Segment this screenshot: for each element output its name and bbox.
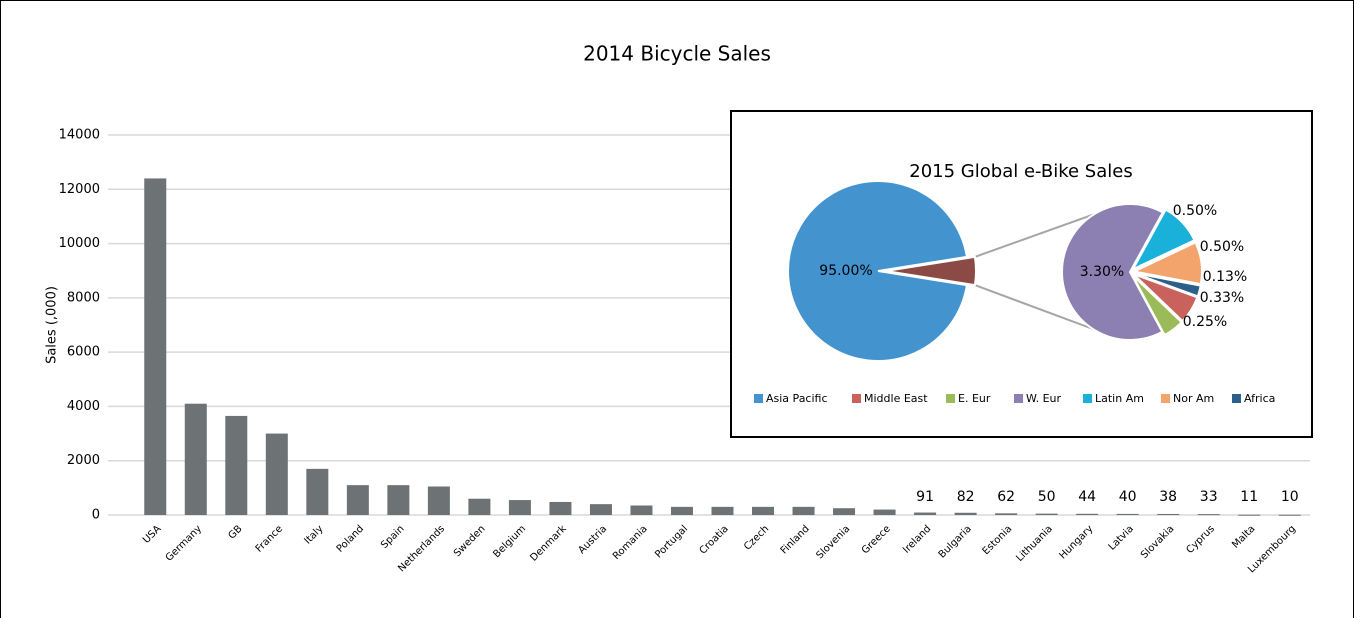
bar [914,512,937,515]
data-label: 33 [1200,489,1218,505]
legend-label: Nor Am [1173,392,1214,405]
pie-slice [1130,208,1196,272]
data-label: 0.50% [1200,239,1244,255]
y-tick-label: 6000 [67,345,100,360]
bar [387,485,410,515]
data-label: 0.13% [1203,269,1247,285]
data-label: 62 [997,489,1015,505]
data-label: 3.30% [1080,264,1124,280]
y-tick-label: 10000 [59,236,100,251]
legend-label: Latin Am [1095,392,1144,405]
legend-swatch [754,394,763,403]
data-label: 82 [957,489,975,505]
bar [792,506,815,515]
bar [833,508,856,515]
legend-swatch [1014,394,1023,403]
pie-slice [1133,272,1202,298]
y-tick-label: 0 [92,508,100,523]
y-tick-label: 4000 [67,399,100,414]
bar [670,506,693,515]
bar [225,415,248,515]
bar [1035,513,1058,515]
bar [144,178,167,515]
legend-swatch [1161,394,1170,403]
bar [954,512,977,515]
legend-swatch [1232,394,1241,403]
bar [184,403,207,515]
bar [1076,513,1099,515]
data-label: 40 [1119,489,1137,505]
bar [630,505,653,515]
pie-plot: 95.00% 0.33% 0.25% 3.30% 0.50% 0.50% 0.13% Asia… [754,180,1275,405]
bar [1157,513,1180,515]
data-label: 0.25% [1183,314,1227,330]
pie-slice [787,180,969,362]
legend-swatch [946,394,955,403]
bar [265,433,288,515]
y-axis-title: Sales (,000) [45,286,60,364]
pie-slice [1131,274,1183,337]
y-tick-label: 8000 [67,290,100,305]
bar [752,506,775,515]
pie-slice-other [885,255,977,287]
bar [589,504,612,515]
bar [1116,513,1139,515]
legend-label: Middle East [864,392,928,405]
data-label: 50 [1038,489,1056,505]
bar [1278,514,1301,516]
bar [346,485,369,515]
bar [427,486,450,515]
bar [508,500,531,515]
pie-title: 2015 Global e-Bike Sales [909,161,1132,182]
bar [711,506,734,515]
y-tick-label: 12000 [59,182,100,197]
bar [1238,514,1261,516]
bar [873,509,896,515]
bar [1197,514,1220,516]
data-label: 44 [1078,489,1096,505]
legend-label: Asia Pacific [766,392,828,405]
data-label: 11 [1240,489,1258,505]
data-label: 0.50% [1173,203,1217,219]
legend-swatch [852,394,861,403]
y-tick-label: 2000 [67,453,100,468]
y-tick-label: 14000 [59,128,100,143]
data-label: 10 [1281,489,1299,505]
data-label: 0.33% [1200,290,1244,306]
legend-label: W. Eur [1026,392,1062,405]
bar [468,498,491,515]
pie-slice [1061,203,1165,341]
bar [995,513,1018,515]
pie-slice [1130,241,1203,286]
bar [549,501,572,515]
legend-label: E. Eur [958,392,991,405]
legend-swatch [1083,394,1092,403]
pie-slice [1132,273,1199,323]
data-label: 95.00% [819,263,872,279]
data-label: 38 [1159,489,1177,505]
data-label: 91 [916,489,934,505]
chart-title: 2014 Bicycle Sales [583,42,771,66]
legend-label: Africa [1244,392,1275,405]
bar [306,468,329,515]
